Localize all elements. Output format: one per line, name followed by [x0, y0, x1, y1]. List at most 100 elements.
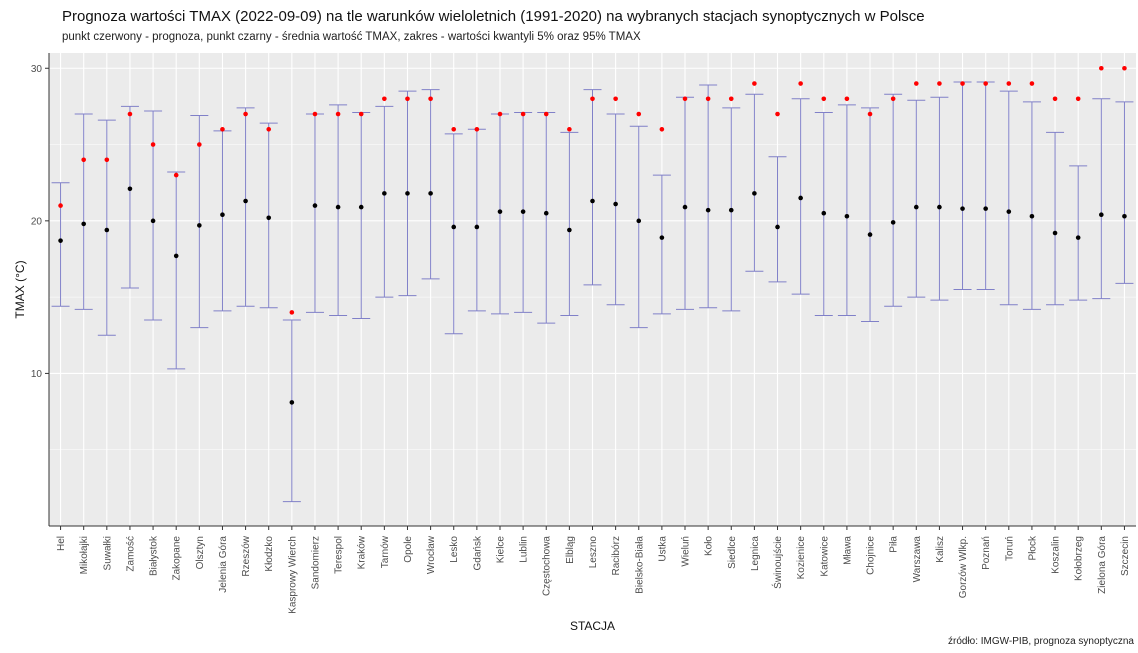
x-tick-label: Częstochowa: [542, 536, 553, 596]
mean-point: [659, 235, 665, 240]
range-bar: [606, 113, 625, 306]
forecast-point: [474, 126, 480, 132]
range-bar: [1022, 101, 1041, 310]
x-tick-label: Mikołajki: [79, 536, 90, 574]
y-tick-label: 20: [31, 216, 43, 227]
x-tick-label: Chojnice: [866, 536, 877, 575]
mean-point: [243, 198, 248, 204]
chart-subtitle: punkt czerwony - prognoza, punkt czarny …: [62, 31, 641, 43]
x-tick-label: Kalisz: [935, 536, 946, 563]
x-tick-label: Katowice: [819, 536, 830, 577]
x-tick-label: Szczecin: [1120, 536, 1131, 576]
x-tick-label: Elbląg: [565, 536, 576, 564]
range-bar: [375, 105, 394, 298]
mean-point: [867, 232, 873, 237]
x-tick-label: Wrocław: [426, 535, 437, 574]
mean-point: [58, 238, 63, 243]
mean-point: [1006, 209, 1012, 214]
mean-point: [983, 206, 988, 211]
range-bar: [1092, 98, 1111, 300]
x-tick-label: Białystok: [149, 535, 160, 576]
x-tick-label: Płock: [1027, 535, 1038, 560]
forecast-point: [590, 96, 595, 102]
forecast-point: [937, 81, 942, 86]
forecast-point: [266, 126, 272, 132]
mean-point: [474, 224, 480, 230]
mean-point: [682, 204, 688, 210]
range-bar: [190, 115, 209, 329]
mean-point: [173, 253, 179, 259]
forecast-point: [220, 126, 225, 132]
x-tick-label: Koszalin: [1051, 536, 1062, 574]
mean-point: [1075, 235, 1081, 240]
forecast-point: [451, 126, 457, 132]
x-tick-label: Hel: [56, 536, 67, 551]
range-bar: [120, 105, 139, 289]
range-bar: [1046, 131, 1065, 306]
forecast-point: [543, 111, 549, 117]
range-bar: [282, 319, 301, 503]
x-tick-label: Lesko: [449, 536, 460, 563]
forecast-point: [1099, 65, 1104, 71]
forecast-point: [1075, 96, 1081, 102]
forecast-point: [312, 111, 318, 117]
x-tick-label: Kołobrzeg: [1074, 536, 1085, 581]
x-tick-label: Kielce: [495, 536, 506, 564]
mean-point: [913, 204, 919, 210]
range-bar: [1069, 165, 1088, 301]
mean-point: [451, 224, 457, 230]
forecast-point: [289, 310, 295, 315]
forecast-point: [960, 81, 965, 86]
x-tick-label: Kasprowy Wierch: [287, 536, 298, 614]
x-tick-label: Gdańsk: [472, 535, 483, 570]
forecast-point: [913, 81, 919, 86]
mean-point: [382, 191, 387, 196]
x-tick-label: Kłodzko: [264, 536, 275, 572]
forecast-point: [405, 96, 410, 102]
range-bar: [236, 107, 255, 307]
mean-point: [127, 186, 133, 192]
x-tick-label: Suwałki: [102, 536, 113, 570]
forecast-point: [775, 111, 780, 117]
mean-point: [821, 210, 827, 216]
range-bar: [745, 93, 764, 272]
forecast-point: [150, 142, 156, 147]
mean-point: [1052, 230, 1058, 236]
mean-point: [335, 204, 341, 210]
forecast-point: [567, 126, 572, 132]
mean-point: [960, 206, 965, 211]
range-bar: [652, 174, 671, 315]
forecast-point: [1029, 81, 1035, 86]
x-tick-label: Rzeszów: [241, 535, 252, 576]
y-axis-title: TMAX (°C): [13, 260, 27, 318]
mean-point: [705, 207, 711, 213]
range-bar: [329, 104, 348, 316]
forecast-point: [659, 126, 665, 132]
range-bar: [1115, 101, 1134, 284]
mean-point: [613, 201, 618, 207]
forecast-point: [58, 203, 63, 208]
mean-point: [1099, 212, 1104, 218]
forecast-point: [752, 81, 757, 86]
x-tick-label: Wieluń: [681, 536, 692, 567]
forecast-point: [705, 96, 711, 102]
range-bar: [930, 96, 949, 301]
x-tick-label: Koło: [704, 536, 715, 556]
mean-point: [104, 227, 110, 233]
range-bar: [907, 99, 926, 298]
y-tick-label: 30: [31, 64, 43, 75]
forecast-point: [382, 96, 387, 102]
range-bar: [167, 171, 186, 370]
x-tick-label: Lublin: [519, 536, 530, 563]
mean-point: [197, 223, 202, 228]
x-tick-label: Bielsko-Biała: [634, 536, 645, 594]
x-tick-label: Zamość: [125, 536, 136, 572]
forecast-point: [682, 96, 688, 102]
mean-point: [567, 227, 572, 233]
range-bar: [444, 133, 463, 335]
x-axis: Hel Mikołajki Suwałki Zamość Białystok Zakopa…: [49, 525, 1136, 614]
range-bar: [629, 125, 648, 329]
mean-point: [81, 221, 86, 227]
x-axis-title: STACJA: [570, 619, 615, 633]
x-tick-label: Jelenia Góra: [218, 536, 229, 593]
